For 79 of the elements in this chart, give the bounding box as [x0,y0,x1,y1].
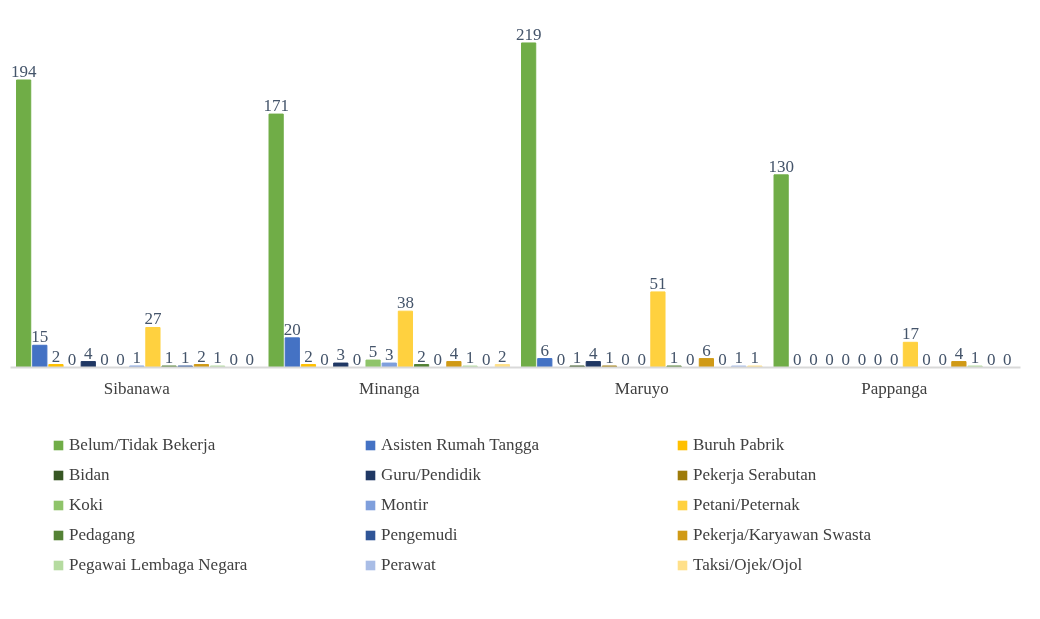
legend-label: Petani/Peternak [693,495,801,515]
data-label: 1 [669,348,679,368]
data-label: 1 [164,348,174,368]
data-label: 194 [10,62,37,81]
data-label: 2 [304,346,313,366]
data-label: 0 [100,349,109,369]
data-label: 0 [873,349,883,369]
data-label: 20 [283,319,301,339]
data-label: 1 [734,348,743,368]
data-label: 0 [245,349,255,369]
data-label: 17 [901,324,920,344]
data-label: 1 [572,348,582,368]
data-label: 6 [702,340,711,360]
legend-label: Taksi/Ojek/Ojol [693,555,804,575]
data-label: 3 [385,345,394,365]
data-label: 0 [890,349,899,369]
data-label: 171 [263,96,289,116]
data-label: 3 [336,345,346,365]
legend-label: Belum/Tidak Bekerja [69,435,217,455]
x-tick-label: Sibanawa [103,378,171,398]
data-label: 2 [51,346,61,366]
data-label: 0 [986,349,996,369]
data-label: 0 [922,349,931,369]
data-label: 6 [540,340,550,360]
data-label: 0 [718,349,727,369]
x-tick-label: Maruyo [614,378,669,398]
data-label: 130 [768,156,794,176]
data-label: 51 [649,273,667,293]
data-label: 0 [352,349,362,369]
data-label: 15 [31,327,49,347]
data-label: 38 [396,293,414,313]
data-label: 0 [621,349,630,369]
data-label: 1 [465,348,475,368]
data-label: 0 [229,349,238,369]
data-label: 1 [970,348,980,368]
legend-label: Bidan [69,465,111,485]
data-label: 1 [213,348,222,368]
data-label: 0 [320,349,329,369]
legend-label: Montir [381,495,430,515]
legend-label: Pengemudi [381,525,459,545]
data-label: 2 [417,346,426,366]
data-label: 2 [197,346,206,366]
data-label: 0 [825,349,834,369]
legend-label: Asisten Rumah Tangga [381,435,541,455]
x-tick-label: Minanga [359,378,420,398]
data-label: 0 [938,349,947,369]
data-label: 1 [750,348,760,368]
legend-label: Buruh Pabrik [693,435,786,455]
data-label: 0 [556,349,566,369]
data-label: 2 [498,346,507,366]
legend-label: Koki [69,495,104,515]
legend-label: Perawat [381,555,437,575]
data-label: 0 [685,349,695,369]
data-label: 27 [144,309,162,329]
data-label: 0 [857,349,867,369]
data-label: 0 [841,349,851,369]
data-label: 1 [605,348,614,368]
data-label: 219 [515,24,542,44]
data-label: 5 [368,342,378,362]
legend-label: Pegawai Lembaga Negara [69,555,249,575]
data-label: 0 [481,349,491,369]
data-label: 1 [180,348,190,368]
data-label: 0 [809,349,818,369]
data-label: 0 [67,349,77,369]
data-label: 0 [1003,349,1012,369]
data-label: 0 [793,349,802,369]
data-label: 4 [449,343,459,363]
legend-label: Guru/Pendidik [381,465,483,485]
legend-label: Pedagang [69,525,137,545]
legend-label: Pekerja/Karyawan Swasta [693,525,872,545]
data-label: 0 [116,349,125,369]
legend-label: Pekerja Serabutan [693,465,818,485]
data-label: 4 [589,343,599,363]
x-tick-label: Pappanga [861,378,928,398]
data-label: 4 [954,343,964,363]
data-label: 4 [84,343,94,363]
data-label: 1 [132,348,141,368]
data-label: 0 [433,349,442,369]
data-label: 0 [637,349,646,369]
